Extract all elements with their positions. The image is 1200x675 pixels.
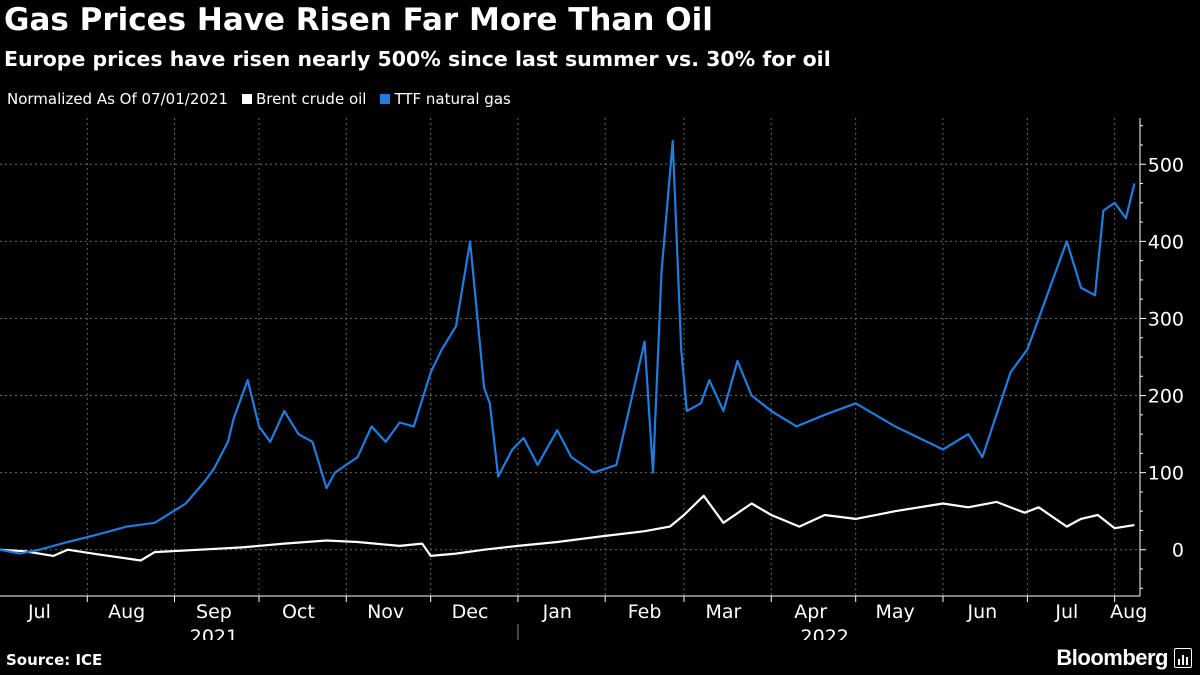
x-tick-label: Jan	[542, 601, 572, 623]
x-tick-label: Mar	[705, 601, 741, 623]
x-tick-label: Feb	[628, 601, 662, 623]
x-tick-label: Sep	[196, 601, 232, 623]
y-tick-label: 200	[1148, 386, 1184, 408]
year-label: 2021	[190, 626, 238, 640]
x-tick-label: Aug	[108, 601, 145, 623]
bar-chart-icon	[1174, 648, 1192, 668]
chart-title: Gas Prices Have Risen Far More Than Oil	[4, 2, 713, 38]
legend-label-oil: Brent crude oil	[256, 90, 367, 108]
series-lines	[0, 140, 1136, 562]
y-tick-label: 500	[1148, 154, 1184, 176]
legend-note: Normalized As Of 07/01/2021	[7, 90, 228, 108]
axes: 0 100 200 300 400 500 Jul Aug Sep Oct Nov Dec Jan Feb…	[0, 118, 1184, 640]
bloomberg-logo: Bloomberg	[1056, 645, 1168, 670]
x-tick-label: Aug	[1110, 601, 1147, 623]
x-tick-label: Oct	[282, 601, 315, 623]
legend-swatch-oil	[242, 94, 252, 104]
x-tick-label: Apr	[794, 601, 827, 623]
x-tick-label: Jul	[1054, 601, 1078, 623]
legend-label-gas: TTF natural gas	[394, 90, 511, 108]
chart-subtitle: Europe prices have risen nearly 500% sin…	[4, 47, 831, 71]
chart-legend: Normalized As Of 07/01/2021 Brent crude …	[7, 90, 511, 108]
x-tick-label: Jul	[27, 601, 51, 623]
gridlines	[0, 118, 1140, 596]
y-tick-label: 400	[1148, 231, 1184, 253]
x-tick-label: May	[875, 601, 914, 623]
y-tick-label: 0	[1172, 540, 1184, 562]
year-label: 2022	[801, 626, 849, 640]
y-tick-label: 100	[1148, 463, 1184, 485]
x-tick-label: Dec	[452, 601, 489, 623]
y-tick-label: 300	[1148, 308, 1184, 330]
x-tick-label: Jun	[967, 601, 998, 623]
x-tick-label: Nov	[367, 601, 404, 623]
series-line-brent-crude-oil	[0, 494, 1135, 562]
legend-swatch-gas	[380, 94, 391, 104]
line-chart: 0 100 200 300 400 500 Jul Aug Sep Oct Nov Dec Jan Feb…	[0, 118, 1184, 640]
source-note: Source: ICE	[6, 651, 103, 669]
series-line-ttf-natural-gas	[0, 140, 1136, 555]
